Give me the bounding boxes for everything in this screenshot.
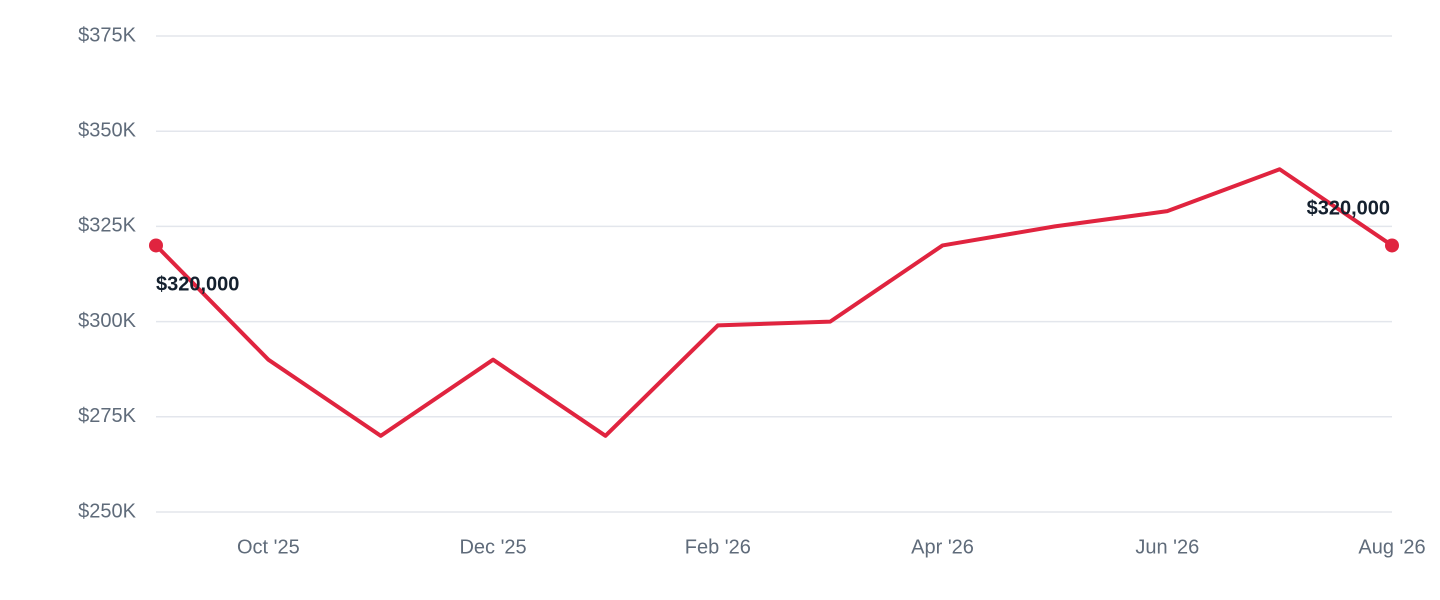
x-tick-label: Jun '26 — [1135, 536, 1199, 558]
data-label: $320,000 — [156, 274, 239, 296]
y-tick-label: $375K — [78, 24, 136, 46]
x-tick-label: Oct '25 — [237, 536, 300, 558]
x-tick-label: Feb '26 — [685, 536, 751, 558]
point — [149, 238, 163, 253]
y-tick-label: $300K — [78, 310, 136, 332]
x-tick-label: Apr '26 — [911, 536, 974, 558]
x-tick-label: Aug '26 — [1358, 536, 1425, 558]
y-tick-label: $350K — [78, 119, 136, 141]
y-tick-label: $275K — [78, 405, 136, 427]
line — [154, 167, 1394, 438]
x-tick-label: Dec '25 — [459, 536, 526, 558]
data-label: $320,000 — [1307, 198, 1390, 220]
point — [1385, 238, 1399, 253]
y-tick-label: $325K — [78, 215, 136, 237]
y-tick-label: $250K — [78, 500, 136, 522]
